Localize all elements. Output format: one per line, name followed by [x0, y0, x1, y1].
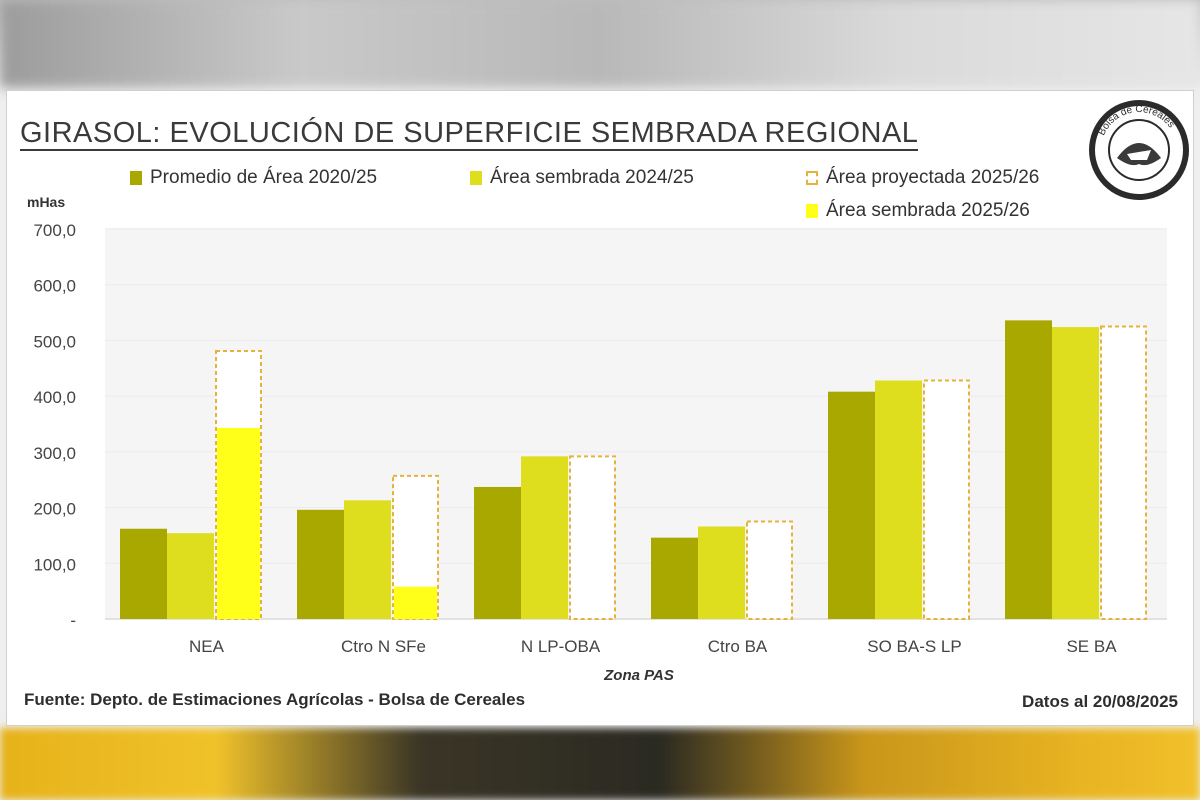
legend-swatch-sown-2425 [470, 171, 482, 185]
bar-sown-2425 [1052, 327, 1099, 619]
bar-sown-2425 [521, 456, 568, 619]
y-tick-label: 500,0 [33, 332, 76, 351]
bar-avg [1005, 320, 1052, 619]
footer-date: Datos al 20/08/2025 [1022, 692, 1178, 711]
y-tick-label: 700,0 [33, 221, 76, 240]
x-tick-label: Ctro BA [708, 637, 768, 656]
y-tick-label: 100,0 [33, 555, 76, 574]
bar-sown-2425 [344, 500, 391, 619]
bar-sown-2425 [167, 533, 214, 619]
y-axis-label: mHas [27, 194, 65, 210]
legend-swatch-projected [806, 171, 818, 185]
x-tick-label: NEA [189, 637, 225, 656]
blurred-background-bottom [0, 728, 1200, 800]
x-axis-label: Zona PAS [603, 667, 674, 684]
blurred-background-top [0, 0, 1200, 88]
x-tick-label: Ctro N SFe [341, 637, 426, 656]
bar-sown-2526 [394, 586, 437, 619]
x-tick-label: SE BA [1066, 637, 1117, 656]
bar-projected [923, 379, 970, 620]
legend-item-projected: Área proyectada 2025/26 [806, 167, 1039, 189]
bar-avg [651, 537, 698, 619]
bolsa-de-cereales-seal-logo: Bolsa de Cereales [1089, 100, 1189, 200]
legend-swatch-avg [130, 171, 142, 185]
bar-avg [120, 528, 167, 619]
legend-item-avg: Promedio de Área 2020/25 [130, 167, 377, 189]
bar-avg [828, 391, 875, 619]
legend-item-sown-2425: Área sembrada 2024/25 [470, 167, 694, 189]
legend-swatch-sown-2526 [806, 204, 818, 218]
legend-label-sown-2425: Área sembrada 2024/25 [490, 167, 694, 188]
y-tick-label: 600,0 [33, 277, 76, 296]
y-tick-label: - [70, 611, 76, 630]
legend-label-avg: Promedio de Área 2020/25 [150, 167, 378, 188]
bar-sown-2425 [698, 526, 745, 619]
bar-avg [474, 486, 521, 619]
y-tick-label: 200,0 [33, 500, 76, 519]
bar-sown-2526 [217, 427, 260, 619]
chart-title: GIRASOL: EVOLUCIÓN DE SUPERFICIE SEMBRAD… [20, 117, 919, 151]
plot-area [105, 228, 1167, 620]
bar-projected [1100, 325, 1147, 620]
bar-sown-2425 [875, 380, 922, 619]
y-tick-label: 400,0 [33, 388, 76, 407]
legend-label-projected: Área proyectada 2025/26 [826, 167, 1040, 188]
y-tick-label: 300,0 [33, 444, 76, 463]
footer-source: Fuente: Depto. de Estimaciones Agrícolas… [24, 690, 526, 709]
legend-label-sown-2526: Área sembrada 2025/26 [826, 200, 1030, 221]
legend-item-sown-2526: Área sembrada 2025/26 [806, 200, 1030, 222]
bar-projected [569, 455, 616, 621]
bar-projected [746, 520, 793, 620]
bar-avg [297, 509, 344, 619]
x-tick-label: N LP-OBA [521, 637, 601, 656]
x-tick-label: SO BA-S LP [867, 637, 961, 656]
